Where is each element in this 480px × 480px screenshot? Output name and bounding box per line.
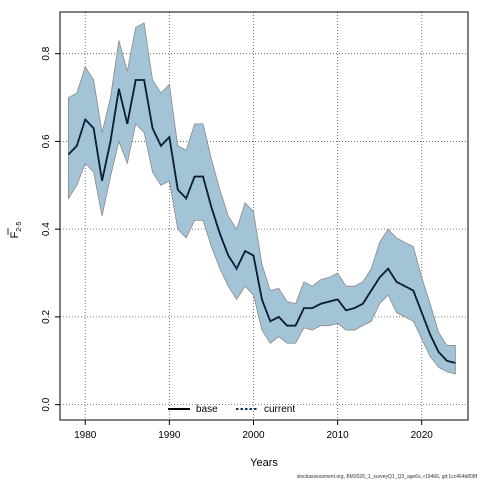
x-axis: 1980 1990 2000 2010 2020 — [74, 420, 433, 441]
y-axis-title: F2-5 — [7, 221, 23, 238]
y-tick-label: 0.2 — [41, 310, 52, 324]
y-tick-label: 0.6 — [41, 134, 52, 148]
x-tick-label: 2010 — [326, 430, 349, 441]
y-tick-label: 0.8 — [41, 46, 52, 60]
y-tick-label: 0.0 — [41, 397, 52, 411]
footer-credit: stockassessment.org, BM2026_1_surveyQ1_Q… — [297, 474, 478, 480]
y-axis-title-sub: 2-5 — [16, 221, 23, 231]
confidence-band — [68, 22, 456, 375]
legend: base current — [168, 404, 295, 415]
x-tick-label: 1990 — [158, 430, 181, 441]
base-line — [67, 79, 456, 364]
legend-current-label: current — [264, 404, 295, 415]
y-tick-label: 0.4 — [41, 222, 52, 236]
x-tick-label: 2000 — [242, 430, 265, 441]
x-tick-label: 1980 — [74, 430, 97, 441]
y-axis: 0.0 0.2 0.4 0.6 0.8 — [41, 46, 60, 412]
x-axis-title: Years — [250, 457, 278, 469]
svg-text:F2-5: F2-5 — [9, 221, 23, 238]
legend-base-label: base — [196, 404, 218, 415]
y-axis-title-main: F — [9, 231, 21, 238]
x-tick-label: 2020 — [411, 430, 434, 441]
plot-frame — [59, 11, 469, 421]
